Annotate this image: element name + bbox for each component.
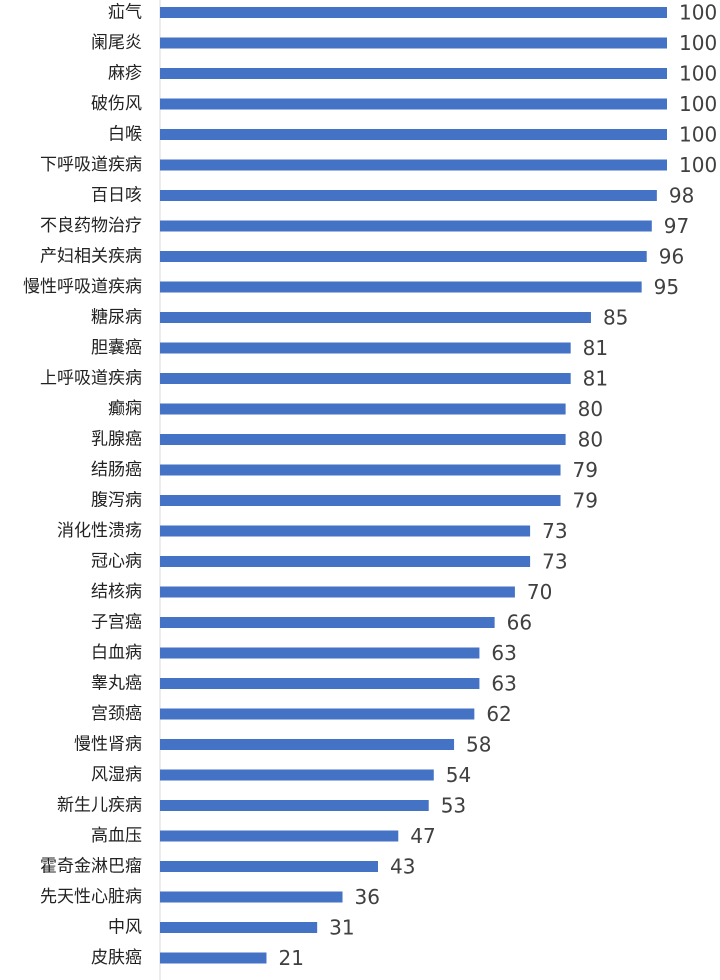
value-label: 66 bbox=[507, 611, 532, 635]
bar bbox=[160, 586, 515, 598]
category-label: 上呼吸道疾病 bbox=[40, 369, 142, 389]
bar bbox=[160, 68, 667, 79]
value-label: 54 bbox=[446, 763, 471, 787]
value-label: 70 bbox=[527, 580, 552, 604]
bar bbox=[160, 830, 399, 842]
value-label: 80 bbox=[578, 428, 603, 452]
bar bbox=[160, 891, 343, 903]
category-label: 破伤风 bbox=[91, 94, 142, 114]
value-label: 100 bbox=[679, 153, 717, 177]
category-label: 百日咳 bbox=[91, 186, 142, 206]
bar bbox=[160, 251, 647, 262]
bar bbox=[160, 769, 434, 781]
bar bbox=[160, 739, 455, 750]
category-label: 胆囊癌 bbox=[91, 338, 142, 358]
bar bbox=[160, 159, 667, 171]
category-label: 霍奇金淋巴瘤 bbox=[40, 857, 142, 877]
value-label: 81 bbox=[583, 367, 608, 391]
category-label: 宫颈癌 bbox=[91, 704, 142, 724]
value-label: 31 bbox=[329, 916, 354, 940]
bar bbox=[160, 922, 318, 933]
bar bbox=[160, 525, 531, 537]
bar bbox=[160, 129, 667, 140]
value-label: 79 bbox=[573, 458, 598, 482]
bar bbox=[160, 464, 561, 476]
bar bbox=[160, 617, 495, 628]
category-label: 慢性呼吸道疾病 bbox=[23, 276, 142, 297]
value-label: 85 bbox=[603, 306, 628, 330]
category-label: 睾丸癌 bbox=[91, 674, 142, 694]
category-label: 消化性溃疡 bbox=[57, 521, 142, 541]
value-label: 98 bbox=[669, 184, 694, 208]
category-label: 阑尾炎 bbox=[91, 33, 142, 53]
value-label: 47 bbox=[410, 824, 435, 848]
value-label: 79 bbox=[573, 489, 598, 513]
category-label: 子宫癌 bbox=[91, 613, 142, 633]
value-label: 63 bbox=[491, 672, 516, 696]
category-label: 不良药物治疗 bbox=[40, 216, 142, 236]
value-label: 96 bbox=[659, 245, 684, 269]
value-label: 73 bbox=[542, 519, 567, 543]
category-label: 腹泻病 bbox=[91, 491, 142, 511]
bar bbox=[160, 37, 667, 49]
bar bbox=[160, 647, 480, 659]
value-label: 63 bbox=[491, 641, 516, 665]
bar bbox=[160, 495, 561, 506]
value-label: 62 bbox=[486, 702, 511, 726]
category-label: 乳腺癌 bbox=[91, 430, 142, 450]
category-label: 高血压 bbox=[91, 826, 142, 846]
value-label: 100 bbox=[679, 123, 717, 147]
category-label: 中风 bbox=[108, 918, 142, 938]
value-label: 43 bbox=[390, 855, 415, 879]
value-label: 97 bbox=[664, 214, 689, 238]
value-label: 95 bbox=[654, 275, 679, 299]
category-label: 皮肤癌 bbox=[91, 948, 142, 968]
value-label: 100 bbox=[679, 31, 717, 55]
bar bbox=[160, 98, 667, 110]
bar bbox=[160, 342, 571, 354]
bar bbox=[160, 556, 531, 567]
category-label: 白血病 bbox=[91, 643, 142, 663]
value-label: 100 bbox=[679, 92, 717, 116]
value-label: 80 bbox=[578, 397, 603, 421]
category-label: 糖尿病 bbox=[91, 308, 142, 328]
bar bbox=[160, 312, 591, 323]
bar bbox=[160, 190, 657, 201]
bar bbox=[160, 220, 652, 232]
category-label: 癫痫 bbox=[108, 399, 142, 419]
value-label: 53 bbox=[441, 794, 466, 818]
value-label: 100 bbox=[679, 62, 717, 86]
category-label: 先天性心脏病 bbox=[40, 887, 142, 907]
category-label: 结核病 bbox=[91, 582, 142, 602]
bar bbox=[160, 861, 379, 872]
bar bbox=[160, 373, 571, 384]
bar bbox=[160, 952, 267, 964]
bar bbox=[160, 7, 667, 18]
category-label: 产妇相关疾病 bbox=[40, 247, 142, 267]
category-label: 新生儿疾病 bbox=[57, 796, 142, 816]
value-label: 73 bbox=[542, 550, 567, 574]
category-label: 结肠癌 bbox=[91, 460, 142, 480]
bar bbox=[160, 434, 566, 445]
category-label: 疝气 bbox=[108, 3, 142, 23]
bar bbox=[160, 281, 642, 293]
value-label: 81 bbox=[583, 336, 608, 360]
category-label: 白喉 bbox=[108, 125, 142, 145]
category-label: 冠心病 bbox=[91, 552, 142, 572]
bar bbox=[160, 800, 429, 811]
value-label: 21 bbox=[278, 946, 303, 970]
category-label: 风湿病 bbox=[91, 765, 142, 785]
bar bbox=[160, 678, 480, 689]
bar bbox=[160, 403, 566, 415]
value-label: 36 bbox=[355, 885, 380, 909]
value-label: 58 bbox=[466, 733, 491, 757]
category-label: 慢性肾病 bbox=[74, 734, 142, 755]
value-label: 100 bbox=[679, 1, 717, 25]
category-label: 麻疹 bbox=[108, 64, 142, 84]
category-label: 下呼吸道疾病 bbox=[40, 155, 142, 175]
bar bbox=[160, 708, 475, 720]
